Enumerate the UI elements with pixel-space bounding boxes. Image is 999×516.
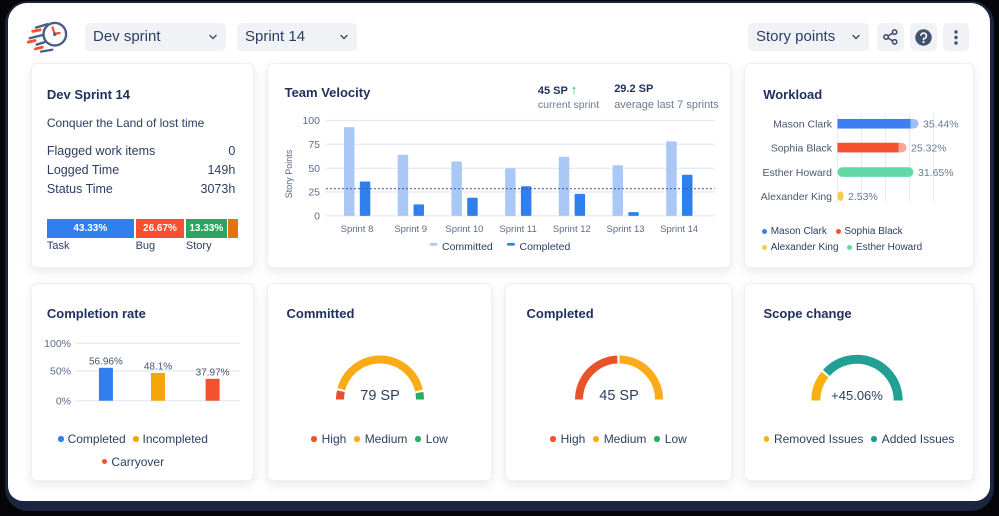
svg-text:50: 50 bbox=[308, 163, 320, 175]
svg-text:100%: 100% bbox=[44, 338, 71, 350]
svg-text:2.53%: 2.53% bbox=[848, 191, 878, 203]
svg-text:56.96%: 56.96% bbox=[89, 357, 123, 368]
svg-text:0: 0 bbox=[314, 211, 320, 223]
svg-text:Sprint 14: Sprint 14 bbox=[660, 224, 698, 235]
svg-text:Story Points: Story Points bbox=[284, 149, 294, 198]
svg-text:100: 100 bbox=[302, 115, 320, 127]
svg-text:Sprint 12: Sprint 12 bbox=[553, 224, 591, 235]
svg-text:25: 25 bbox=[308, 187, 320, 199]
svg-text:48.1%: 48.1% bbox=[144, 362, 172, 373]
svg-text:Alexander King: Alexander King bbox=[761, 191, 832, 203]
svg-text:50%: 50% bbox=[50, 366, 71, 378]
svg-text:Sprint 9: Sprint 9 bbox=[394, 224, 427, 235]
svg-text:Esther Howard: Esther Howard bbox=[763, 167, 833, 179]
svg-text:0%: 0% bbox=[56, 395, 71, 407]
svg-text:75: 75 bbox=[308, 139, 320, 151]
svg-text:Sprint 11: Sprint 11 bbox=[499, 224, 536, 235]
svg-text:25.32%: 25.32% bbox=[911, 142, 947, 154]
svg-text:Completed: Completed bbox=[520, 241, 571, 253]
svg-text:Sprint 10: Sprint 10 bbox=[445, 224, 483, 235]
svg-text:Mason Clark: Mason Clark bbox=[773, 118, 833, 130]
svg-text:37.97%: 37.97% bbox=[196, 368, 230, 379]
svg-text:35.44%: 35.44% bbox=[923, 118, 959, 130]
svg-text:Sprint 13: Sprint 13 bbox=[606, 224, 644, 235]
svg-text:Sophia Black: Sophia Black bbox=[771, 142, 833, 154]
svg-text:Committed: Committed bbox=[442, 241, 493, 253]
svg-text:Sprint 8: Sprint 8 bbox=[341, 224, 374, 235]
svg-text:31.65%: 31.65% bbox=[918, 167, 954, 179]
